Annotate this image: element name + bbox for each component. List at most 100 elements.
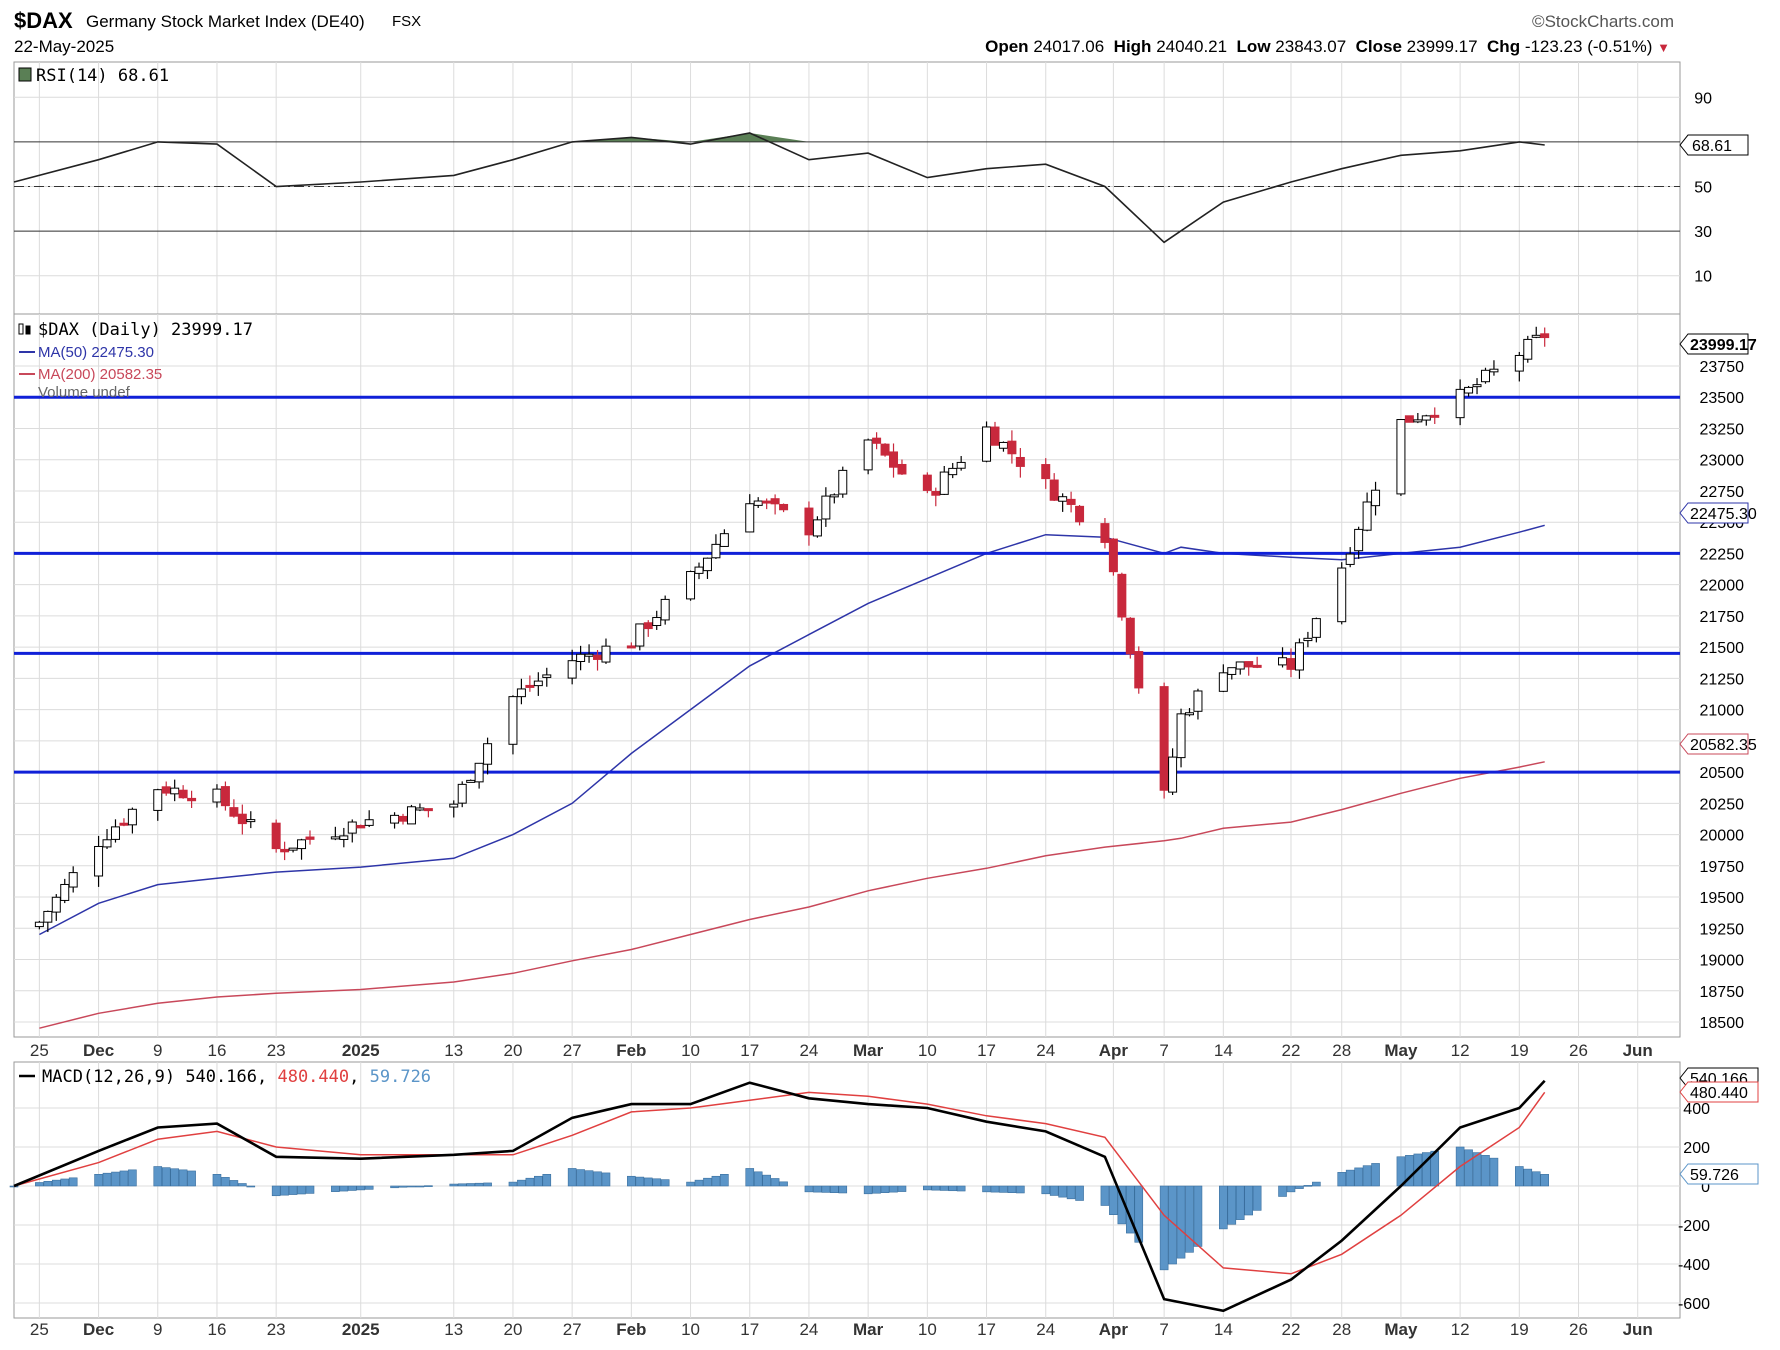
candle-body bbox=[880, 443, 890, 456]
histogram-bar bbox=[542, 1174, 552, 1187]
histogram-bar bbox=[821, 1185, 831, 1193]
candle-body bbox=[406, 806, 416, 825]
histogram-bar bbox=[830, 1185, 839, 1193]
candle-body bbox=[449, 803, 459, 808]
rsi-gridlines bbox=[14, 62, 1680, 314]
histogram-bar bbox=[686, 1181, 695, 1187]
candle-body bbox=[762, 500, 772, 504]
hist-tag: 59.726 bbox=[1679, 1163, 1759, 1185]
histogram-bar bbox=[51, 1179, 61, 1187]
histogram-bar bbox=[643, 1177, 653, 1187]
x-axis-label: 19 bbox=[1510, 1320, 1529, 1339]
x-axis-label: 16 bbox=[208, 1041, 227, 1060]
histogram-bar bbox=[1354, 1167, 1363, 1187]
histogram-bar bbox=[474, 1182, 484, 1187]
candle-body bbox=[1278, 657, 1288, 666]
x-axis-label: Apr bbox=[1099, 1320, 1129, 1339]
histogram-bar bbox=[534, 1175, 543, 1187]
histogram-bar bbox=[601, 1172, 611, 1187]
histogram-bar bbox=[297, 1185, 306, 1195]
candle-body bbox=[1058, 496, 1068, 502]
candle-body bbox=[1075, 505, 1085, 523]
candle-body bbox=[593, 654, 603, 660]
x-axis-label: Apr bbox=[1099, 1041, 1129, 1060]
moving-averages bbox=[39, 524, 1545, 1029]
histogram-bar bbox=[1007, 1185, 1017, 1193]
x-axis-label: 13 bbox=[444, 1320, 463, 1339]
macd-tick-label: -400 bbox=[1678, 1257, 1710, 1274]
candle-body bbox=[753, 500, 763, 506]
histogram-bar bbox=[331, 1185, 340, 1192]
histogram-bar bbox=[212, 1174, 222, 1187]
candle-body bbox=[1404, 415, 1414, 423]
price-tick-label: 22250 bbox=[1700, 546, 1745, 563]
candle-body bbox=[220, 786, 230, 807]
histogram-bar bbox=[305, 1185, 315, 1194]
index-name: Germany Stock Market Index (DE40) bbox=[86, 12, 365, 31]
candle-body bbox=[170, 787, 180, 795]
candle-body bbox=[1455, 388, 1465, 419]
rsi-value-tag: 68.61 bbox=[1679, 134, 1749, 156]
histogram-bar bbox=[694, 1179, 704, 1187]
histogram-bar bbox=[956, 1185, 966, 1192]
candle-body bbox=[982, 426, 992, 462]
histogram-bar bbox=[1472, 1152, 1482, 1187]
candle-body bbox=[1041, 464, 1051, 480]
brand-label[interactable]: ©StockCharts.com bbox=[1532, 12, 1674, 31]
candle-body bbox=[998, 441, 1008, 449]
histogram-bar bbox=[584, 1170, 594, 1187]
histogram-bar bbox=[364, 1185, 374, 1190]
histogram-bar bbox=[1176, 1185, 1186, 1259]
candle-body bbox=[330, 836, 340, 840]
candle-body bbox=[1252, 664, 1262, 668]
candle-body bbox=[153, 789, 163, 811]
signal-tag-text: 480.440 bbox=[1690, 1085, 1748, 1102]
candle-body bbox=[1311, 618, 1321, 638]
histogram-bar bbox=[1286, 1185, 1296, 1193]
histogram-bar bbox=[68, 1177, 78, 1187]
low-value: 23843.07 bbox=[1275, 37, 1347, 56]
histogram-bar bbox=[1219, 1185, 1228, 1230]
x-axis-label: 24 bbox=[1036, 1320, 1055, 1339]
rsi-tick-label: 90 bbox=[1694, 90, 1712, 107]
x-axis-label: Jun bbox=[1623, 1041, 1653, 1060]
price-tick-label: 21250 bbox=[1700, 671, 1745, 688]
histogram-bar bbox=[1066, 1185, 1076, 1200]
x-axis-label: 13 bbox=[444, 1041, 463, 1060]
rsi-legend: RSI(14) 68.61 bbox=[36, 66, 169, 86]
histogram-bar bbox=[982, 1185, 991, 1193]
x-axis-label: 17 bbox=[977, 1041, 996, 1060]
candle-body bbox=[1168, 756, 1178, 793]
candle-body bbox=[897, 463, 907, 475]
macd-tick-label: 0 bbox=[1701, 1179, 1710, 1196]
candle-body bbox=[1007, 440, 1017, 455]
date-label: 22-May-2025 bbox=[14, 37, 115, 56]
candle-body bbox=[542, 674, 552, 678]
x-axis-label: 27 bbox=[563, 1041, 582, 1060]
candle-body bbox=[1480, 369, 1490, 383]
histogram-bar bbox=[1278, 1185, 1287, 1197]
x-axis-label: Dec bbox=[83, 1320, 114, 1339]
price-tick-label: 18500 bbox=[1700, 1015, 1745, 1032]
histogram-bar bbox=[999, 1185, 1008, 1193]
histogram-bar bbox=[339, 1185, 349, 1192]
x-axis-label: 23 bbox=[267, 1041, 286, 1060]
histogram-bar bbox=[1362, 1165, 1372, 1187]
candle-body bbox=[187, 797, 197, 802]
candle-body bbox=[457, 783, 467, 804]
candle-body bbox=[474, 762, 484, 783]
symbol-title: $DAX bbox=[14, 8, 73, 33]
candle-body bbox=[829, 494, 839, 498]
x-axis-label: 19 bbox=[1510, 1041, 1529, 1060]
rsi-tag-text: 68.61 bbox=[1692, 138, 1732, 155]
down-arrow-icon: ▼ bbox=[1657, 40, 1670, 55]
candle-body bbox=[1464, 386, 1474, 394]
x-axis-label: Mar bbox=[853, 1041, 884, 1060]
ma200-line bbox=[39, 761, 1545, 1029]
candle-body bbox=[415, 807, 425, 811]
histogram-bar bbox=[128, 1169, 137, 1187]
signal-legend-value: 480.440 bbox=[277, 1067, 349, 1087]
candle-body bbox=[119, 822, 129, 826]
histogram-bar bbox=[923, 1185, 932, 1191]
